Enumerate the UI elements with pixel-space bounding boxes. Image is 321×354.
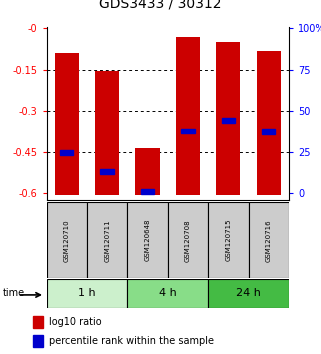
Bar	[141, 189, 154, 194]
Text: GSM120710: GSM120710	[64, 219, 70, 262]
Bar	[135, 148, 160, 195]
Bar	[181, 129, 195, 133]
Text: GSM120648: GSM120648	[144, 219, 151, 262]
Bar	[33, 316, 43, 328]
Bar	[127, 202, 168, 278]
Bar	[216, 42, 240, 195]
Bar	[248, 202, 289, 278]
Text: time: time	[3, 289, 25, 298]
Text: 24 h: 24 h	[236, 289, 261, 298]
Bar	[55, 53, 79, 195]
Text: GDS3433 / 30312: GDS3433 / 30312	[99, 0, 222, 11]
Bar	[87, 202, 127, 278]
Text: 1 h: 1 h	[78, 289, 96, 298]
Bar	[47, 202, 87, 278]
Text: log10 ratio: log10 ratio	[48, 317, 101, 327]
Bar	[127, 279, 208, 308]
Bar	[95, 71, 119, 195]
Bar	[47, 279, 127, 308]
Bar	[33, 335, 43, 347]
Bar	[100, 169, 114, 174]
Text: percentile rank within the sample: percentile rank within the sample	[48, 336, 213, 346]
Bar	[208, 279, 289, 308]
Text: 4 h: 4 h	[159, 289, 177, 298]
Text: GSM120715: GSM120715	[225, 219, 231, 262]
Bar	[262, 129, 275, 134]
Bar	[168, 202, 208, 278]
Bar	[256, 51, 281, 195]
Bar	[60, 150, 74, 155]
Bar	[221, 118, 235, 123]
Text: GSM120716: GSM120716	[266, 219, 272, 262]
Text: GSM120708: GSM120708	[185, 219, 191, 262]
Bar	[208, 202, 248, 278]
Text: GSM120711: GSM120711	[104, 219, 110, 262]
Bar	[176, 36, 200, 195]
